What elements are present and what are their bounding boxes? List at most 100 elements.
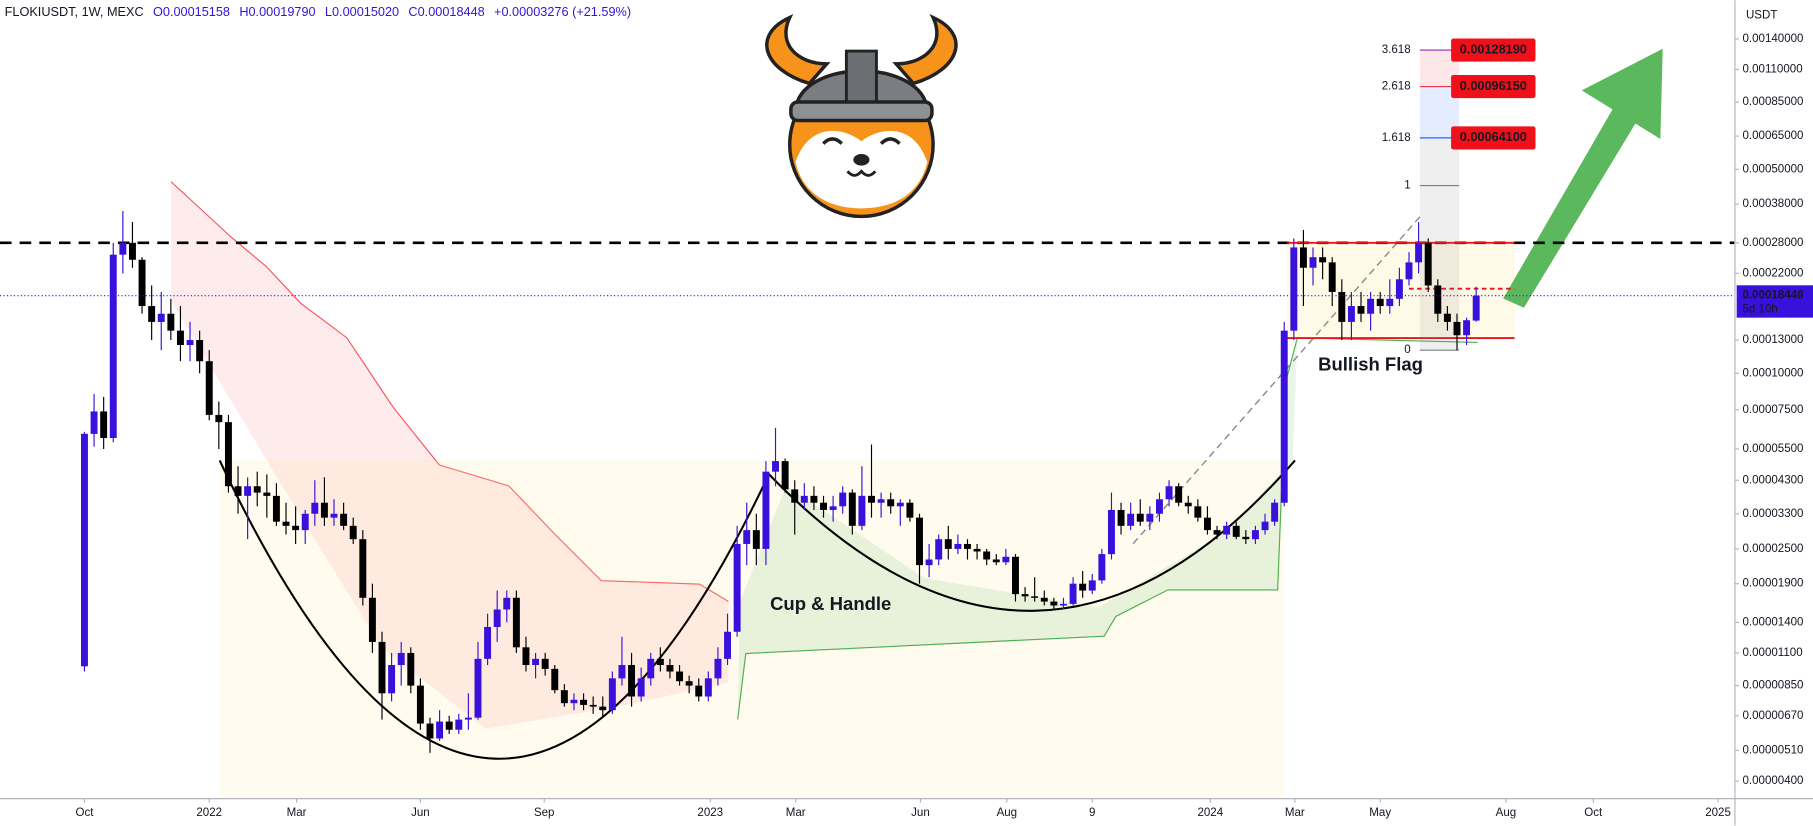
candle-body [484, 626, 492, 659]
price-tag: 0.00064100 [1460, 129, 1527, 144]
x-tick-label: Sep [534, 807, 555, 819]
candle-body [992, 559, 1000, 563]
candle-body [628, 665, 636, 697]
candle-body [752, 530, 760, 549]
candle-body [1472, 295, 1480, 321]
x-tick-label: Jun [911, 807, 930, 819]
candle-body [1242, 536, 1250, 540]
annotation: Cup & Handle [770, 593, 891, 614]
candle-body [560, 690, 568, 704]
candle-body [1328, 262, 1336, 292]
candle-body [1040, 597, 1048, 602]
fib-label: 3.618 [1382, 44, 1411, 56]
x-tick-label: May [1369, 807, 1391, 819]
candle-body [1165, 486, 1173, 500]
candle-body [253, 486, 261, 493]
y-tick-label: 0.00002500 [1742, 543, 1803, 555]
candle-body [1079, 583, 1087, 591]
candle-body [906, 502, 914, 518]
candle-body [666, 665, 674, 672]
candle-body [1012, 556, 1019, 595]
candle-body [704, 678, 712, 697]
candle-body [820, 502, 827, 510]
candle-body [916, 517, 923, 566]
candle-body [330, 513, 338, 518]
candle-body [1232, 525, 1240, 537]
price-tag-bg [1451, 126, 1536, 150]
candle-body [772, 461, 779, 472]
candle-body [1203, 517, 1211, 531]
candle-body [973, 548, 981, 552]
candle-body [368, 597, 376, 642]
candle-body [637, 678, 645, 697]
red-zone [171, 181, 729, 729]
candle-body [388, 665, 396, 694]
candle-body [1194, 506, 1202, 518]
candle-body [695, 685, 703, 697]
candle-body [292, 525, 300, 531]
candle-body [676, 671, 684, 682]
candle-body [1319, 257, 1327, 263]
candle-body [474, 658, 482, 718]
candle-body [1098, 554, 1106, 581]
y-tick-label: 0.00010000 [1742, 367, 1803, 379]
y-tick-label: 0.00005500 [1742, 443, 1803, 455]
candle-body [272, 495, 280, 522]
candle-body [733, 543, 741, 632]
cup-arc [218, 459, 770, 760]
x-tick-label: 9 [1089, 807, 1095, 819]
candle-body [1021, 594, 1029, 597]
candle-body [1146, 513, 1154, 522]
candle-body [1367, 298, 1375, 314]
candle-body [868, 495, 875, 503]
y-tick-label: 0.00000670 [1742, 710, 1803, 722]
candle-body [445, 721, 453, 730]
candle-body [656, 658, 664, 666]
candle-body [964, 543, 971, 549]
candle-body [1271, 502, 1279, 522]
x-tick-label: 2022 [196, 807, 222, 819]
candle-body [781, 461, 789, 490]
candle-body [359, 539, 367, 598]
x-tick-label: Aug [1496, 807, 1517, 819]
countdown: 5d 10h [1742, 304, 1777, 316]
candle-body [762, 471, 770, 549]
candle-body [167, 313, 175, 331]
arrow [1503, 106, 1638, 308]
candle-body [282, 521, 290, 526]
x-tick-label: Oct [1584, 807, 1603, 819]
candle-body [944, 539, 952, 549]
y-tick-label: 0.00050000 [1742, 163, 1803, 175]
candle-body [119, 242, 127, 255]
y-tick-label: 0.00085000 [1742, 96, 1803, 108]
header-change: +0.00003276 (+21.59%) [494, 4, 631, 19]
candle-body [464, 717, 472, 720]
candle-body [1251, 530, 1259, 540]
candle-body [829, 506, 837, 510]
candle-body [340, 513, 348, 526]
y-tick-label: 0.00028000 [1742, 237, 1803, 249]
candle-body [512, 597, 520, 648]
x-tick-label: Mar [786, 807, 806, 819]
candle-body [1213, 530, 1221, 535]
x-tick-label: Aug [997, 807, 1018, 819]
header-open: O0.00015158 [153, 4, 230, 19]
cup-zone [219, 460, 1284, 799]
candle-body [1424, 242, 1432, 286]
candle-body [925, 559, 933, 566]
candle-body [186, 340, 194, 346]
candle-body [1299, 247, 1307, 268]
price-axis-bg [1734, 0, 1813, 826]
y-tick-label: 0.00000400 [1742, 775, 1803, 787]
candle-body [1223, 525, 1231, 535]
candle-body [1117, 509, 1125, 526]
candle-body [157, 313, 165, 322]
candle-body [647, 658, 655, 679]
fib-label: 1 [1404, 180, 1410, 192]
candle-body [493, 609, 501, 627]
candle-body [311, 502, 319, 514]
candle-body [541, 658, 549, 669]
candle-body [1002, 556, 1010, 563]
candle-body [503, 597, 511, 610]
